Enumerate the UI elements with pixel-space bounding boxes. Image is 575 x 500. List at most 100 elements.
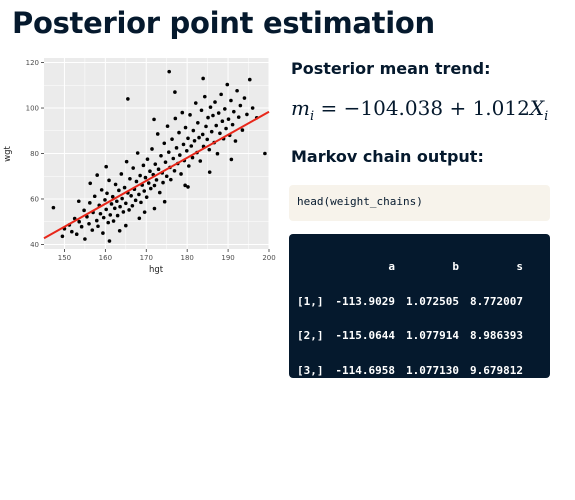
data-point	[126, 97, 130, 101]
data-point	[163, 160, 168, 164]
data-point	[115, 199, 119, 204]
data-point	[178, 153, 182, 157]
col-header-a: a	[388, 260, 395, 274]
data-point	[167, 69, 171, 74]
data-point	[192, 138, 197, 143]
data-point	[96, 224, 100, 229]
data-point	[101, 215, 106, 220]
data-point	[141, 163, 146, 168]
data-point	[202, 94, 207, 99]
data-point	[148, 186, 153, 191]
data-point	[226, 117, 231, 121]
x-tick-label: 160	[99, 254, 112, 262]
data-point	[134, 179, 139, 184]
data-point	[240, 128, 245, 132]
data-point	[139, 200, 143, 205]
data-point	[82, 208, 86, 213]
data-point	[120, 196, 124, 201]
data-point	[143, 175, 148, 180]
col-header-b: b	[452, 260, 459, 274]
data-point	[83, 237, 87, 241]
data-point	[164, 174, 169, 179]
data-point	[215, 151, 220, 156]
output-row: [4,] -115.0568 1.072668 8.814403	[297, 398, 523, 412]
eq-lhs-sub: i	[309, 109, 315, 124]
data-point	[110, 194, 115, 199]
eq-intercept: −104.038	[343, 96, 444, 120]
data-point	[196, 121, 200, 125]
data-point	[232, 109, 236, 114]
data-point	[115, 213, 120, 218]
data-point	[90, 228, 95, 232]
data-point	[245, 112, 249, 117]
data-point	[153, 162, 158, 166]
eq-plus: +	[443, 96, 473, 120]
data-point	[229, 98, 233, 103]
trend-line	[43, 110, 270, 240]
markov-heading: Markov chain output:	[291, 147, 484, 166]
data-point	[127, 208, 131, 212]
eq-rhs-var: X	[529, 96, 545, 120]
eq-rhs-sub: i	[544, 109, 549, 124]
output-row: [1,] -113.9029 1.072505 8.772007	[297, 294, 523, 308]
data-point	[128, 176, 132, 181]
data-point	[98, 211, 103, 216]
data-point	[177, 130, 181, 135]
y-axis-label: wgt	[3, 145, 13, 161]
data-point	[152, 183, 157, 188]
eq-equals: =	[314, 96, 344, 120]
data-point	[148, 169, 152, 174]
data-point	[94, 218, 99, 223]
data-point	[181, 142, 186, 147]
data-point	[79, 224, 84, 229]
y-tick-label: 120	[26, 59, 39, 67]
data-point	[154, 178, 159, 182]
data-point	[88, 181, 93, 186]
eq-lhs-var: m	[291, 96, 310, 120]
output-row: [6,] -114.3271 1.069477 9.016185	[297, 467, 523, 481]
data-point	[187, 164, 191, 168]
data-point	[173, 90, 177, 94]
data-point	[186, 185, 190, 189]
data-point	[152, 206, 157, 211]
data-point	[76, 199, 81, 204]
data-point	[216, 111, 221, 115]
data-point	[173, 116, 178, 121]
data-point	[129, 193, 133, 198]
data-point	[85, 214, 89, 219]
data-point	[197, 135, 201, 140]
data-point	[104, 164, 108, 169]
data-point	[207, 147, 212, 152]
data-point	[162, 141, 167, 146]
data-point	[190, 155, 195, 160]
data-point	[204, 124, 208, 129]
data-point	[142, 210, 147, 214]
data-point	[191, 128, 196, 133]
y-tick-label: 100	[26, 105, 39, 113]
data-point	[146, 181, 151, 185]
data-point	[122, 185, 127, 190]
data-point	[238, 103, 243, 108]
data-point	[235, 88, 239, 93]
data-point	[172, 168, 177, 173]
data-point	[198, 159, 203, 163]
data-point	[104, 207, 108, 212]
data-point	[118, 204, 122, 209]
data-point	[113, 182, 118, 187]
data-point	[220, 119, 225, 124]
data-point	[161, 180, 165, 185]
data-point	[137, 216, 142, 221]
x-axis-label: hgt	[149, 265, 164, 275]
data-point	[189, 144, 194, 148]
data-point	[169, 177, 173, 182]
data-point	[205, 137, 210, 142]
data-point	[152, 117, 156, 122]
data-point	[117, 229, 122, 233]
data-point	[199, 108, 204, 113]
posterior-mean-equation: mi = −104.038 + 1.012Xi	[291, 96, 548, 124]
data-point	[170, 137, 174, 141]
data-point	[88, 201, 92, 205]
data-point	[233, 139, 238, 143]
data-point	[145, 157, 150, 161]
data-point	[214, 123, 219, 128]
